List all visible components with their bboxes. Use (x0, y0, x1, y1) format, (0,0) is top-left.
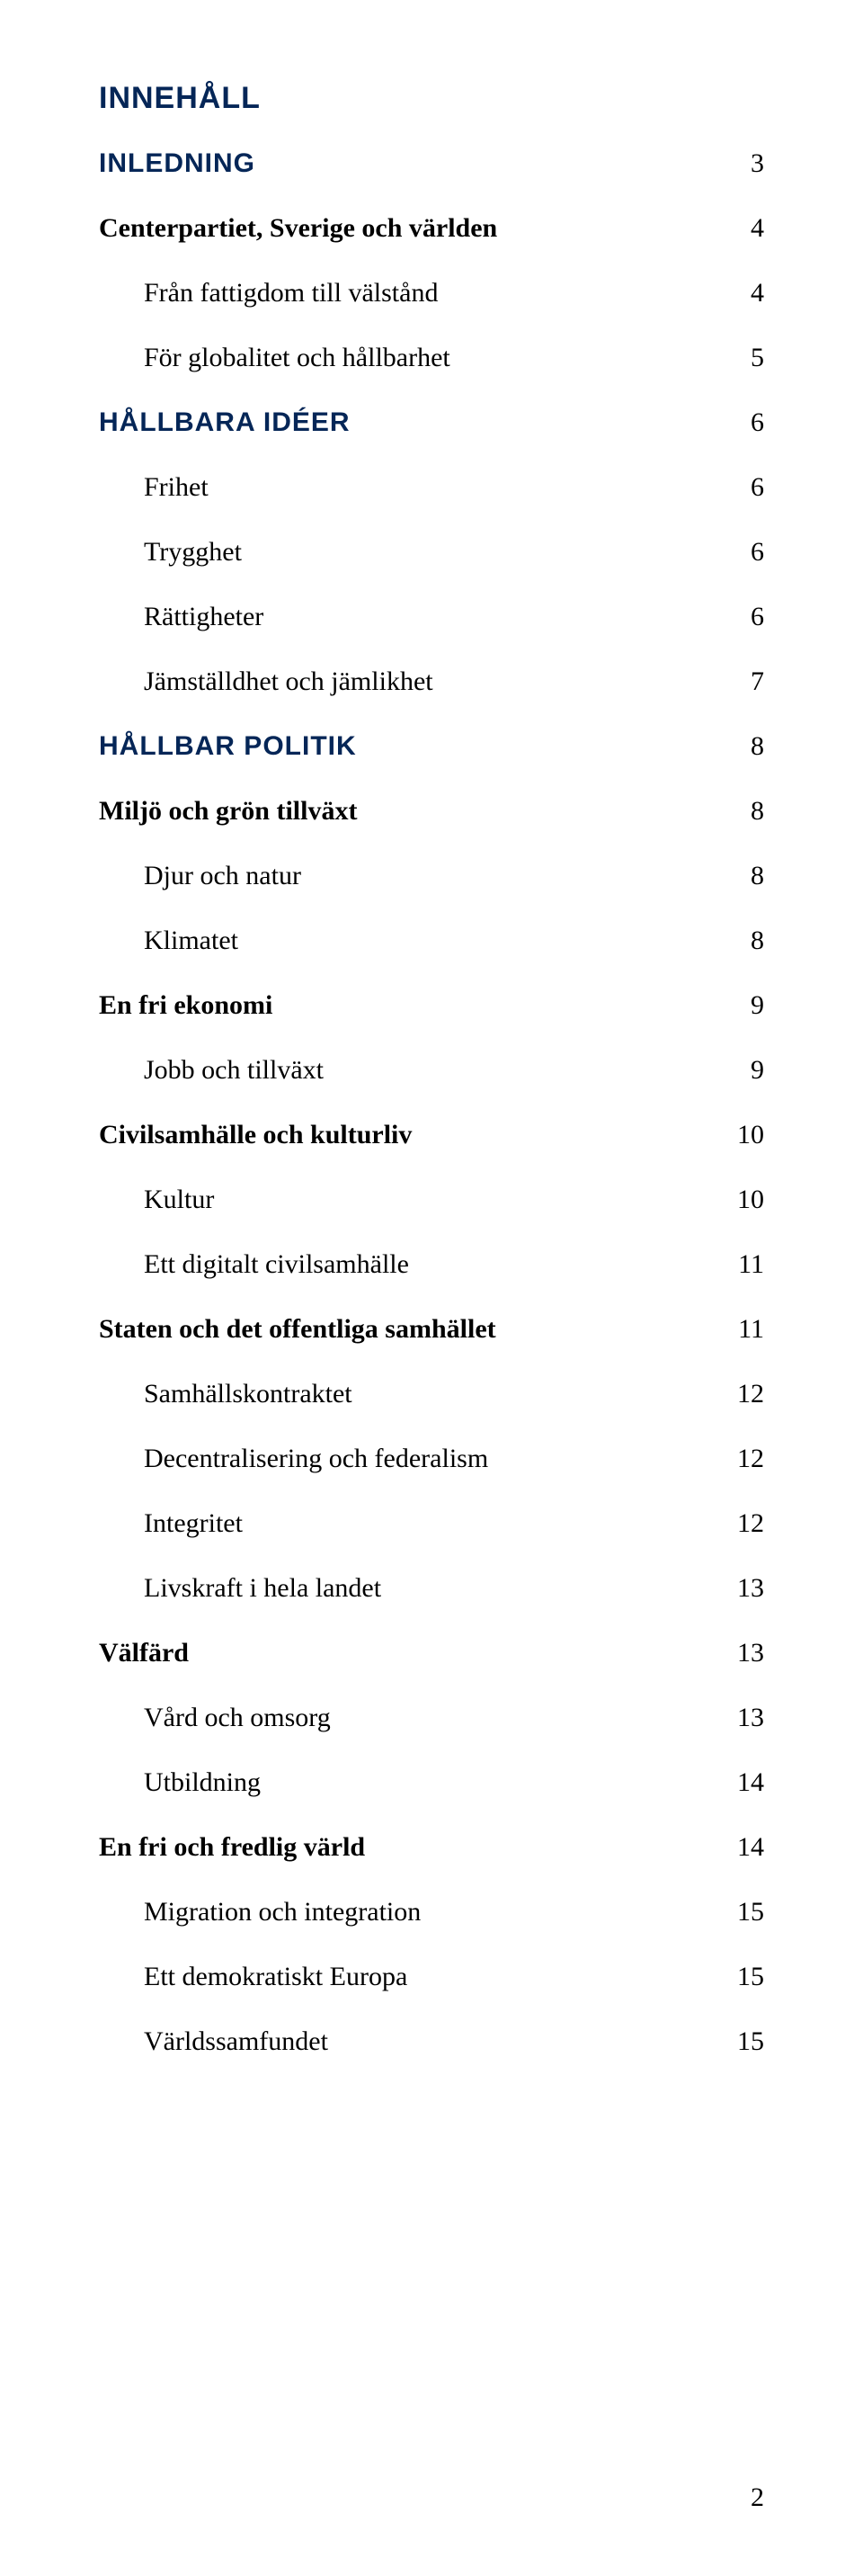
toc-row: Från fattigdom till välstånd4 (99, 278, 764, 309)
toc-label: Kultur (99, 1185, 710, 1215)
toc-page-number: 7 (710, 666, 764, 697)
toc-row: Trygghet6 (99, 537, 764, 568)
toc-page-number: 6 (710, 537, 764, 568)
toc-page-number: 5 (710, 343, 764, 373)
toc-row: Ett demokratiskt Europa15 (99, 1962, 764, 1992)
toc-row: Djur och natur8 (99, 861, 764, 891)
toc-page-number: 4 (710, 213, 764, 244)
toc-label: En fri och fredlig värld (99, 1832, 710, 1863)
toc-label: Världssamfundet (99, 2026, 710, 2057)
toc-label: Integritet (99, 1508, 710, 1539)
toc-row: Centerpartiet, Sverige och världen4 (99, 213, 764, 244)
toc-label: En fri ekonomi (99, 990, 710, 1021)
toc-page-number: 8 (710, 796, 764, 827)
toc-page-number: 8 (710, 861, 764, 891)
toc-page-number: 6 (710, 602, 764, 632)
toc-label: Trygghet (99, 537, 710, 568)
toc-page-number: 15 (710, 1962, 764, 1992)
toc-page-number: 3 (710, 148, 764, 179)
toc-label: Klimatet (99, 926, 710, 956)
toc-page-number: 10 (710, 1120, 764, 1150)
toc-row: Livskraft i hela landet13 (99, 1573, 764, 1604)
toc-row: Utbildning14 (99, 1767, 764, 1798)
toc-label: Staten och det offentliga samhället (99, 1314, 710, 1345)
toc-page-number: 13 (710, 1573, 764, 1604)
toc-page-number: 9 (710, 1055, 764, 1086)
toc-page-number: 10 (710, 1185, 764, 1215)
toc-page-number: 12 (710, 1379, 764, 1409)
toc-label: Migration och integration (99, 1897, 710, 1928)
toc-label: HÅLLBAR POLITIK (99, 731, 710, 762)
toc-heading: INNEHÅLL (99, 81, 764, 116)
toc-row: Jobb och tillväxt9 (99, 1055, 764, 1086)
toc-page-number: 14 (710, 1832, 764, 1863)
toc-row: För globalitet och hållbarhet5 (99, 343, 764, 373)
toc-label: Djur och natur (99, 861, 710, 891)
toc-page-number: 15 (710, 1897, 764, 1928)
toc-page-number: 8 (710, 731, 764, 762)
toc-row: Vård och omsorg13 (99, 1703, 764, 1733)
toc-row: HÅLLBARA IDÉER6 (99, 407, 764, 438)
toc-row: Civilsamhälle och kulturliv10 (99, 1120, 764, 1150)
toc-label: För globalitet och hållbarhet (99, 343, 710, 373)
toc-page-number: 12 (710, 1508, 764, 1539)
toc-label: Jämställdhet och jämlikhet (99, 666, 710, 697)
toc-page-number: 6 (710, 407, 764, 438)
toc-row: Decentralisering och federalism12 (99, 1444, 764, 1474)
toc-label: Frihet (99, 472, 710, 503)
toc-row: Samhällskontraktet12 (99, 1379, 764, 1409)
toc-row: Migration och integration15 (99, 1897, 764, 1928)
toc-row: INLEDNING3 (99, 148, 764, 179)
toc-label: Rättigheter (99, 602, 710, 632)
toc-label: Centerpartiet, Sverige och världen (99, 213, 710, 244)
toc-page-number: 6 (710, 472, 764, 503)
toc-label: Livskraft i hela landet (99, 1573, 710, 1604)
toc-page-number: 13 (710, 1638, 764, 1668)
toc-row: Staten och det offentliga samhället11 (99, 1314, 764, 1345)
toc-row: Frihet6 (99, 472, 764, 503)
toc-page-number: 8 (710, 926, 764, 956)
toc-page-number: 9 (710, 990, 764, 1021)
toc-label: Ett digitalt civilsamhälle (99, 1249, 710, 1280)
toc-label: INLEDNING (99, 148, 710, 179)
toc-body: INLEDNING3 Centerpartiet, Sverige och vär… (99, 148, 764, 2057)
toc-label: Jobb och tillväxt (99, 1055, 710, 1086)
toc-label: Från fattigdom till välstånd (99, 278, 710, 309)
toc-label: Utbildning (99, 1767, 710, 1798)
toc-page-number: 15 (710, 2026, 764, 2057)
toc-row: Miljö och grön tillväxt8 (99, 796, 764, 827)
toc-row: Klimatet8 (99, 926, 764, 956)
toc-label: Decentralisering och federalism (99, 1444, 710, 1474)
toc-row: Integritet12 (99, 1508, 764, 1539)
toc-page-number: 4 (710, 278, 764, 309)
toc-page-number: 11 (710, 1249, 764, 1280)
toc-row: HÅLLBAR POLITIK8 (99, 731, 764, 762)
toc-label: Vård och omsorg (99, 1703, 710, 1733)
toc-row: Kultur10 (99, 1185, 764, 1215)
toc-label: HÅLLBARA IDÉER (99, 407, 710, 438)
toc-page-number: 13 (710, 1703, 764, 1733)
toc-row: Jämställdhet och jämlikhet7 (99, 666, 764, 697)
toc-page-number: 12 (710, 1444, 764, 1474)
toc-row: Rättigheter6 (99, 602, 764, 632)
toc-row: Världssamfundet15 (99, 2026, 764, 2057)
toc-row: En fri och fredlig värld14 (99, 1832, 764, 1863)
toc-label: Samhällskontraktet (99, 1379, 710, 1409)
toc-label: Civilsamhälle och kulturliv (99, 1120, 710, 1150)
toc-row: En fri ekonomi9 (99, 990, 764, 1021)
toc-page-number: 14 (710, 1767, 764, 1798)
toc-row: Välfärd13 (99, 1638, 764, 1668)
toc-row: Ett digitalt civilsamhälle11 (99, 1249, 764, 1280)
toc-label: Miljö och grön tillväxt (99, 796, 710, 827)
toc-label: Ett demokratiskt Europa (99, 1962, 710, 1992)
footer-page-number: 2 (751, 2482, 764, 2513)
toc-label: Välfärd (99, 1638, 710, 1668)
toc-page-number: 11 (710, 1314, 764, 1345)
